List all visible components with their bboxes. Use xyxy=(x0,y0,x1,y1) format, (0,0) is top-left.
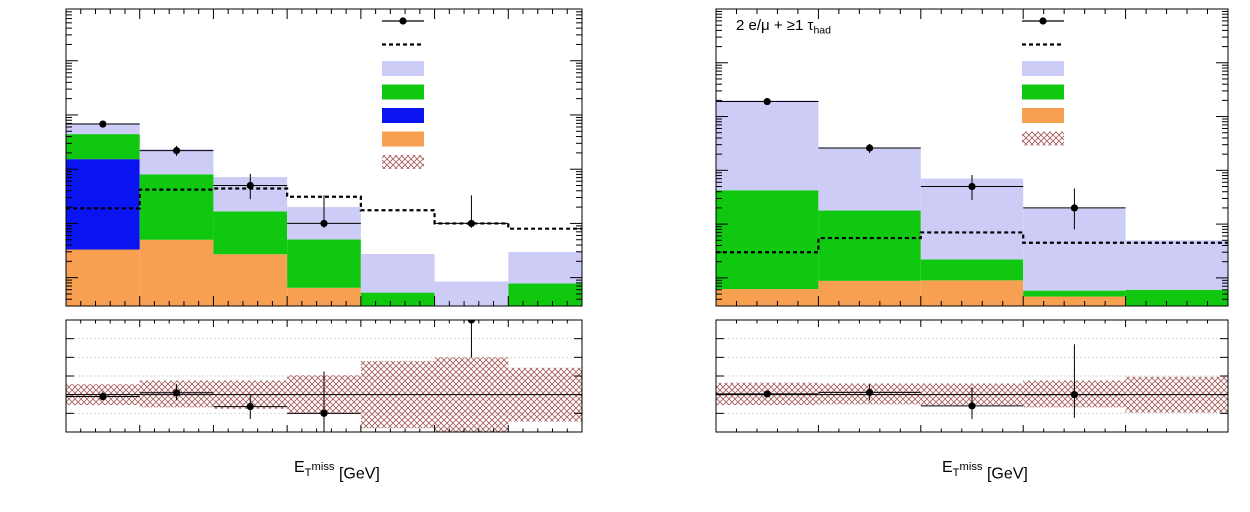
stack-bar-WZ/ZZ-3 xyxy=(1023,290,1126,297)
legend-data-marker xyxy=(1039,17,1047,25)
stack-bar-Reducible-0 xyxy=(716,100,819,191)
legend-swatch xyxy=(382,131,424,147)
data-point-3 xyxy=(1070,204,1078,212)
legend-swatch xyxy=(1022,84,1064,100)
x-axis-title: ETmiss [GeV] xyxy=(942,459,1028,483)
x-axis-title: ETmiss [GeV] xyxy=(294,459,380,483)
legend-swatch xyxy=(1022,61,1064,76)
legend-unc-swatch xyxy=(382,155,424,169)
stack-bar-Reducible-4 xyxy=(1125,240,1228,290)
data-point-1 xyxy=(172,147,181,155)
stack-bar-tt̄+V-0 xyxy=(66,249,140,306)
stack-bar-WZ/ZZ-0 xyxy=(716,190,819,290)
ratio-point-2 xyxy=(968,402,976,410)
legend-swatch xyxy=(382,84,424,100)
stack-bar-tt̄+V-3 xyxy=(287,287,361,306)
main-plot-area xyxy=(716,97,1228,306)
legend-swatch xyxy=(1022,108,1064,123)
stack-bar-tt̄+V-3 xyxy=(1023,296,1126,306)
stack-bar-Z+γ-0 xyxy=(66,159,140,250)
data-point-2 xyxy=(968,182,976,191)
stack-bar-tt̄+V-2 xyxy=(920,280,1024,306)
stack-bar-WZ/ZZ-1 xyxy=(818,210,921,281)
stack-bar-Reducible-5 xyxy=(434,281,509,306)
legend-entry-0 xyxy=(382,17,424,25)
data-point-1 xyxy=(866,144,874,152)
chart-panel-b: ETmiss [GeV] 2 e/μ + ≥1 τhad xyxy=(715,8,1229,483)
ratio-point-2 xyxy=(246,403,254,411)
ratio-plot-area xyxy=(716,338,1228,419)
data-point-4 xyxy=(467,219,476,228)
data-point-0 xyxy=(99,120,107,128)
main-frame xyxy=(715,8,1229,307)
legend-entry-4 xyxy=(382,108,424,123)
legend-swatch xyxy=(382,108,424,123)
stack-bar-WZ/ZZ-2 xyxy=(920,259,1024,281)
legend-data-marker xyxy=(399,17,407,25)
stack-bar-WZ/ZZ-1 xyxy=(139,174,214,240)
stack-bar-tt̄+V-2 xyxy=(213,254,288,306)
legend-entry-5 xyxy=(1022,131,1064,146)
legend-swatch xyxy=(382,61,424,76)
legend-entry-3 xyxy=(382,84,424,100)
main-frame xyxy=(65,8,583,307)
legend-entry-0 xyxy=(1022,17,1064,25)
stack-bar-WZ/ZZ-6 xyxy=(508,283,582,306)
stack-bar-Reducible-4 xyxy=(360,253,435,293)
legend-unc-swatch xyxy=(1022,131,1064,146)
stack-bar-Reducible-0 xyxy=(66,123,140,135)
stack-bar-WZ/ZZ-4 xyxy=(1125,289,1228,306)
data-point-3 xyxy=(320,219,328,228)
stack-bar-Reducible-1 xyxy=(818,148,921,211)
stack-bar-WZ/ZZ-3 xyxy=(287,239,361,288)
ratio-point-1 xyxy=(866,388,874,397)
stack-bar-tt̄+V-0 xyxy=(716,289,819,306)
legend-entry-3 xyxy=(1022,84,1064,100)
data-point-0 xyxy=(763,97,771,106)
stack-bar-tt̄+V-1 xyxy=(818,280,921,306)
ratio-point-3 xyxy=(320,409,328,417)
ratio-point-3 xyxy=(1070,391,1078,399)
ratio-point-0 xyxy=(763,390,771,398)
stack-bar-Reducible-6 xyxy=(508,251,582,284)
channel-label: 2 e/μ + ≥1 τhad xyxy=(736,17,831,37)
signal-line xyxy=(716,231,1228,254)
stack-bar-WZ/ZZ-0 xyxy=(66,134,140,160)
stack-bar-WZ/ZZ-2 xyxy=(213,211,288,255)
stack-bar-tt̄+V-1 xyxy=(139,239,214,306)
main-plot-area xyxy=(66,120,582,306)
ratio-point-0 xyxy=(99,392,107,401)
data-point-2 xyxy=(246,181,254,190)
legend-entry-4 xyxy=(1022,108,1064,123)
chart-panel-a: ETmiss [GeV] xyxy=(65,8,583,483)
legend-entry-5 xyxy=(382,131,424,147)
legend-entry-2 xyxy=(1022,61,1064,76)
ratio-plot-area xyxy=(66,320,582,432)
legend-entry-2 xyxy=(382,61,424,76)
stack-bar-WZ/ZZ-4 xyxy=(360,292,435,306)
ratio-point-1 xyxy=(172,389,181,397)
legend-entry-6 xyxy=(382,155,424,169)
ratio-point-4 xyxy=(467,320,476,324)
